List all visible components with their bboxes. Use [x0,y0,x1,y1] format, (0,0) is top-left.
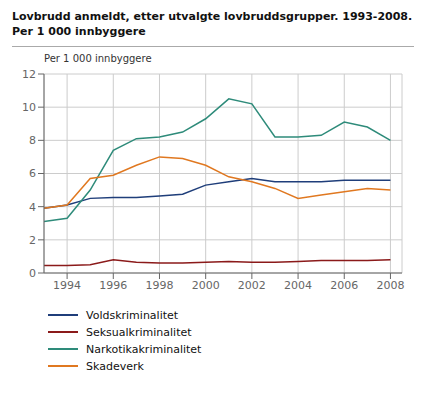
html-text:Seksualkriminalitet: Seksualkriminalitet [86,325,192,339]
svg-text:0: 0 [29,267,36,280]
svg-text:2000: 2000 [192,278,220,291]
html-text:Lovbrudd anmeldt, etter utvalg: Lovbrudd anmeldt, etter utvalgte lovbrud… [12,10,413,23]
svg-text:2002: 2002 [238,278,266,291]
svg-text:2004: 2004 [284,278,312,291]
html-text:Per 1 000 innbyggere: Per 1 000 innbyggere [12,24,146,38]
svg-text:2008: 2008 [376,278,404,291]
svg-text:10: 10 [22,101,36,114]
html-text:Per 1 000 innbyggere: Per 1 000 innbyggere [44,52,152,64]
svg-text:1998: 1998 [145,278,173,291]
svg-text:1996: 1996 [99,278,127,291]
svg-text:12: 12 [22,68,36,81]
svg-text:4: 4 [29,200,36,213]
svg-text:6: 6 [29,167,36,180]
html-text:Narkotikakriminalitet: Narkotikakriminalitet [86,342,202,356]
html-text:Skadeverk: Skadeverk [86,359,144,373]
svg-text:8: 8 [29,134,36,147]
svg-text:1994: 1994 [53,278,81,291]
svg-text:2006: 2006 [330,278,358,291]
html-text:Voldskriminalitet: Voldskriminalitet [86,308,179,322]
svg-text:2: 2 [29,233,36,246]
